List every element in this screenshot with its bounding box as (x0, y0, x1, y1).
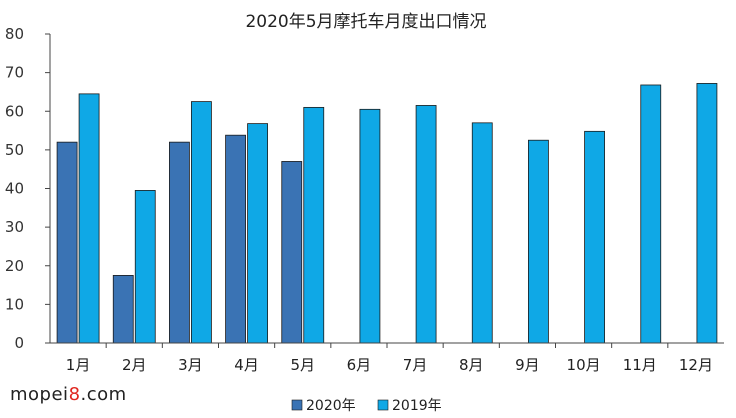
y-tick-label: 10 (5, 295, 24, 313)
legend-label: 2019年 (392, 398, 442, 414)
bar-2019 (191, 101, 212, 344)
x-tick-label: 3月 (178, 356, 203, 374)
watermark-suffix: .com (80, 384, 127, 405)
x-tick-label: 7月 (403, 356, 428, 374)
legend-label: 2020年 (306, 398, 356, 414)
bar-2019 (640, 84, 662, 344)
x-tick-label: 1月 (66, 356, 91, 374)
x-tick-label: 11月 (623, 356, 657, 374)
x-tick-label: 4月 (234, 356, 259, 374)
y-axis: 0 10 20 30 40 50 60 70 80 (5, 25, 51, 352)
bars (56, 83, 718, 344)
bar-2019 (471, 122, 493, 344)
y-tick-label: 30 (5, 218, 24, 236)
bar-2020 (281, 161, 303, 344)
x-tick-label: 8月 (459, 356, 484, 374)
bar-2019 (303, 106, 325, 344)
bar-2019 (78, 93, 100, 344)
bar-2019 (134, 190, 156, 344)
y-tick-label: 80 (5, 25, 24, 43)
y-tick-label: 50 (5, 141, 24, 159)
y-tick-label: 70 (5, 64, 24, 82)
legend-swatch (377, 399, 389, 411)
bar-2019 (528, 139, 549, 344)
bar-2019 (584, 130, 605, 344)
x-tick-label: 9月 (515, 356, 540, 374)
y-tick-label: 20 (5, 257, 24, 275)
y-tick-label: 0 (14, 334, 24, 352)
y-tick-label: 60 (5, 102, 24, 120)
x-tick-label: 2月 (122, 356, 147, 374)
bar-2019 (415, 105, 437, 344)
chart-title: 2020年5月摩托车月度出口情况 (245, 12, 486, 32)
x-axis: 1月 2月 3月 4月 5月 6月 7月 8月 9月 10月 11月 12月 (50, 342, 724, 374)
bar-2020 (225, 134, 246, 344)
bar-2019 (247, 123, 268, 344)
legend: 2020年 2019年 (291, 398, 442, 414)
legend-swatch (291, 399, 303, 411)
bar-2020 (112, 275, 134, 344)
bar-2020 (56, 141, 78, 344)
x-tick-label: 5月 (290, 356, 315, 374)
bar-2020 (169, 141, 190, 344)
bar-2019 (359, 108, 381, 344)
watermark-accent: 8 (68, 384, 81, 405)
bar-2019 (696, 83, 718, 344)
y-tick-label: 40 (5, 180, 24, 198)
x-tick-label: 10月 (567, 356, 601, 374)
x-tick-label: 12月 (679, 356, 713, 374)
x-tick-label: 6月 (347, 356, 372, 374)
watermark: mopei8.com (10, 384, 127, 405)
watermark-prefix: mopei (10, 384, 69, 405)
